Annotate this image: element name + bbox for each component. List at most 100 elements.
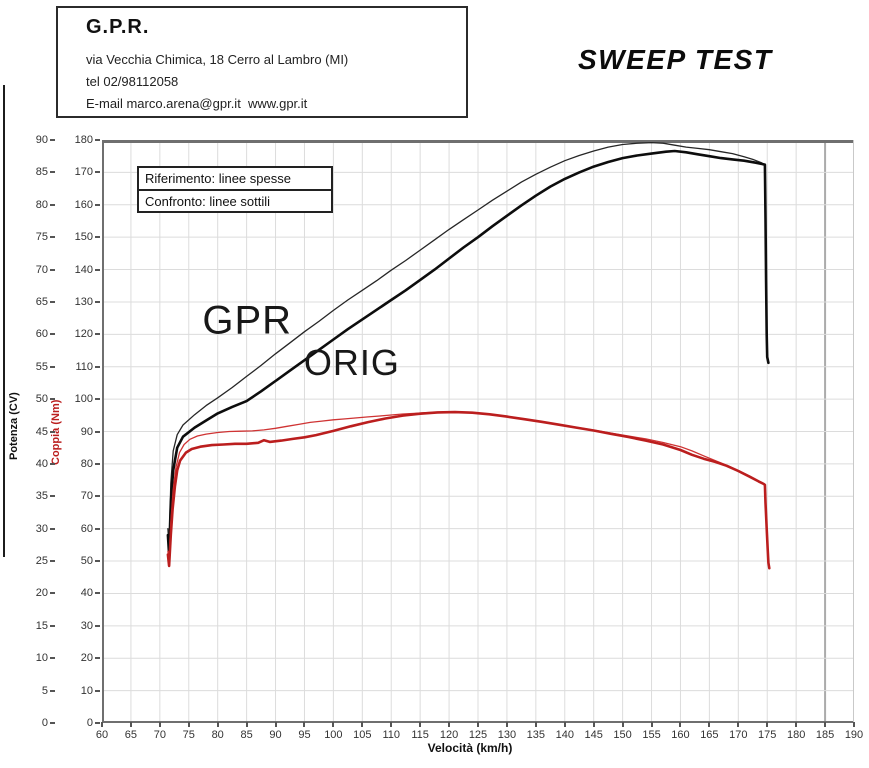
company-header-box: G.P.R. via Vecchia Chimica, 18 Cerro al …: [56, 6, 468, 118]
power-tick-mark: [50, 171, 55, 174]
x-tick-mark: [853, 722, 855, 727]
power-tick-label: 65: [35, 295, 48, 308]
torque-tick-mark: [95, 527, 100, 530]
power-tick-mark: [50, 236, 55, 239]
torque-tick-label: 160: [74, 198, 93, 211]
torque-tick-label: 180: [74, 134, 93, 146]
power-tick-label: 30: [35, 522, 48, 535]
power-tick-mark: [50, 430, 55, 433]
x-tick-label: 85: [240, 729, 253, 741]
power-tick-label: 70: [35, 263, 48, 276]
torque-tick-label: 150: [74, 231, 93, 244]
torque-tick-label: 80: [80, 457, 93, 470]
x-tick-mark: [708, 722, 711, 727]
x-tick-mark: [766, 722, 769, 727]
power-tick-mark: [50, 203, 55, 206]
power-tick-mark: [50, 657, 55, 660]
torque-tick-mark: [95, 722, 100, 724]
x-tick-mark: [679, 722, 682, 727]
x-tick-mark: [563, 722, 566, 727]
legend-box: Riferimento: linee spesse Confronto: lin…: [137, 166, 333, 213]
torque-tick-mark: [95, 236, 100, 239]
x-tick-label: 95: [298, 729, 311, 741]
x-tick-mark: [361, 722, 364, 727]
power-tick-mark: [50, 300, 55, 303]
power-tick-mark: [50, 560, 55, 563]
torque-tick-label: 30: [80, 619, 93, 632]
x-tick-label: 155: [642, 729, 661, 741]
x-tick-mark: [795, 722, 798, 727]
power-tick-mark: [50, 624, 55, 627]
x-tick-label: 105: [353, 729, 372, 741]
power-tick-label: 0: [41, 717, 48, 729]
torque-tick-mark: [95, 560, 100, 563]
x-tick-mark: [332, 722, 335, 727]
x-tick-mark: [158, 722, 161, 727]
torque-tick-label: 140: [74, 263, 93, 276]
x-tick-label: 90: [269, 729, 282, 741]
torque-tick-label: 50: [80, 555, 93, 568]
power-tick-mark: [50, 268, 55, 271]
power-tick-label: 60: [35, 328, 48, 341]
x-tick-mark: [274, 722, 277, 727]
x-tick-label: 145: [584, 729, 603, 741]
power-tick-label: 5: [41, 684, 48, 697]
power-tick-label: 15: [35, 619, 48, 632]
company-email: E-mail marco.arena@gpr.it www.gpr.it: [86, 96, 308, 111]
power-tick-mark: [50, 462, 55, 465]
torque-tick-mark: [95, 365, 100, 368]
x-tick-mark: [101, 722, 103, 727]
curve-power-orig-thick: [166, 149, 770, 556]
power-tick-mark: [50, 689, 55, 692]
company-address: via Vecchia Chimica, 18 Cerro al Lambro …: [86, 52, 349, 67]
x-tick-label: 100: [324, 729, 343, 741]
x-tick-mark: [419, 722, 422, 727]
torque-tick-mark: [95, 203, 100, 206]
torque-tick-label: 0: [86, 717, 93, 729]
torque-tick-mark: [95, 495, 100, 498]
x-tick-label: 65: [124, 729, 138, 741]
x-tick-label: 125: [468, 729, 488, 741]
torque-tick-label: 70: [80, 490, 93, 503]
dyno-chart-plot: [102, 140, 854, 723]
power-tick-label: 90: [35, 134, 48, 146]
power-tick-mark: [50, 495, 55, 498]
x-tick-mark: [650, 722, 653, 727]
x-tick-label: 75: [182, 729, 195, 741]
x-tick-label: 150: [613, 729, 632, 741]
torque-tick-label: 60: [80, 522, 93, 535]
curve-label-orig: ORIG: [303, 342, 400, 384]
curve-label-gpr: GPR: [202, 298, 293, 343]
power-tick-label: 10: [35, 652, 48, 665]
scan-artifact-line: [3, 85, 5, 557]
torque-tick-mark: [95, 268, 100, 271]
torque-tick-mark: [95, 398, 100, 401]
x-tick-mark: [187, 722, 190, 727]
torque-tick-mark: [95, 624, 100, 627]
power-tick-mark: [50, 398, 55, 401]
power-tick-mark: [50, 365, 55, 368]
power-tick-label: 50: [35, 393, 48, 406]
legend-comparison: Confronto: linee sottili: [145, 194, 271, 209]
x-tick-mark: [737, 722, 740, 727]
power-tick-mark: [50, 722, 55, 724]
power-tick-label: 85: [35, 166, 48, 179]
page-title: SWEEP TEST: [578, 44, 773, 75]
x-tick-label: 170: [729, 729, 748, 741]
x-tick-label: 165: [700, 729, 719, 741]
x-tick-label: 80: [211, 729, 224, 741]
x-tick-label: 190: [844, 729, 864, 741]
x-tick-mark: [505, 722, 508, 727]
torque-tick-label: 90: [80, 425, 93, 438]
torque-tick-mark: [95, 333, 100, 336]
power-tick-label: 45: [35, 425, 48, 438]
legend-reference: Riferimento: linee spesse: [139, 168, 331, 191]
torque-tick-label: 20: [80, 652, 93, 665]
torque-tick-label: 170: [74, 166, 93, 179]
torque-tick-label: 100: [74, 393, 93, 406]
power-tick-label: 55: [35, 360, 48, 373]
torque-tick-mark: [95, 462, 100, 465]
power-tick-label: 80: [35, 198, 48, 211]
curve-torque-gpr-thin: [167, 411, 765, 562]
company-phone: tel 02/98112058: [86, 74, 179, 89]
